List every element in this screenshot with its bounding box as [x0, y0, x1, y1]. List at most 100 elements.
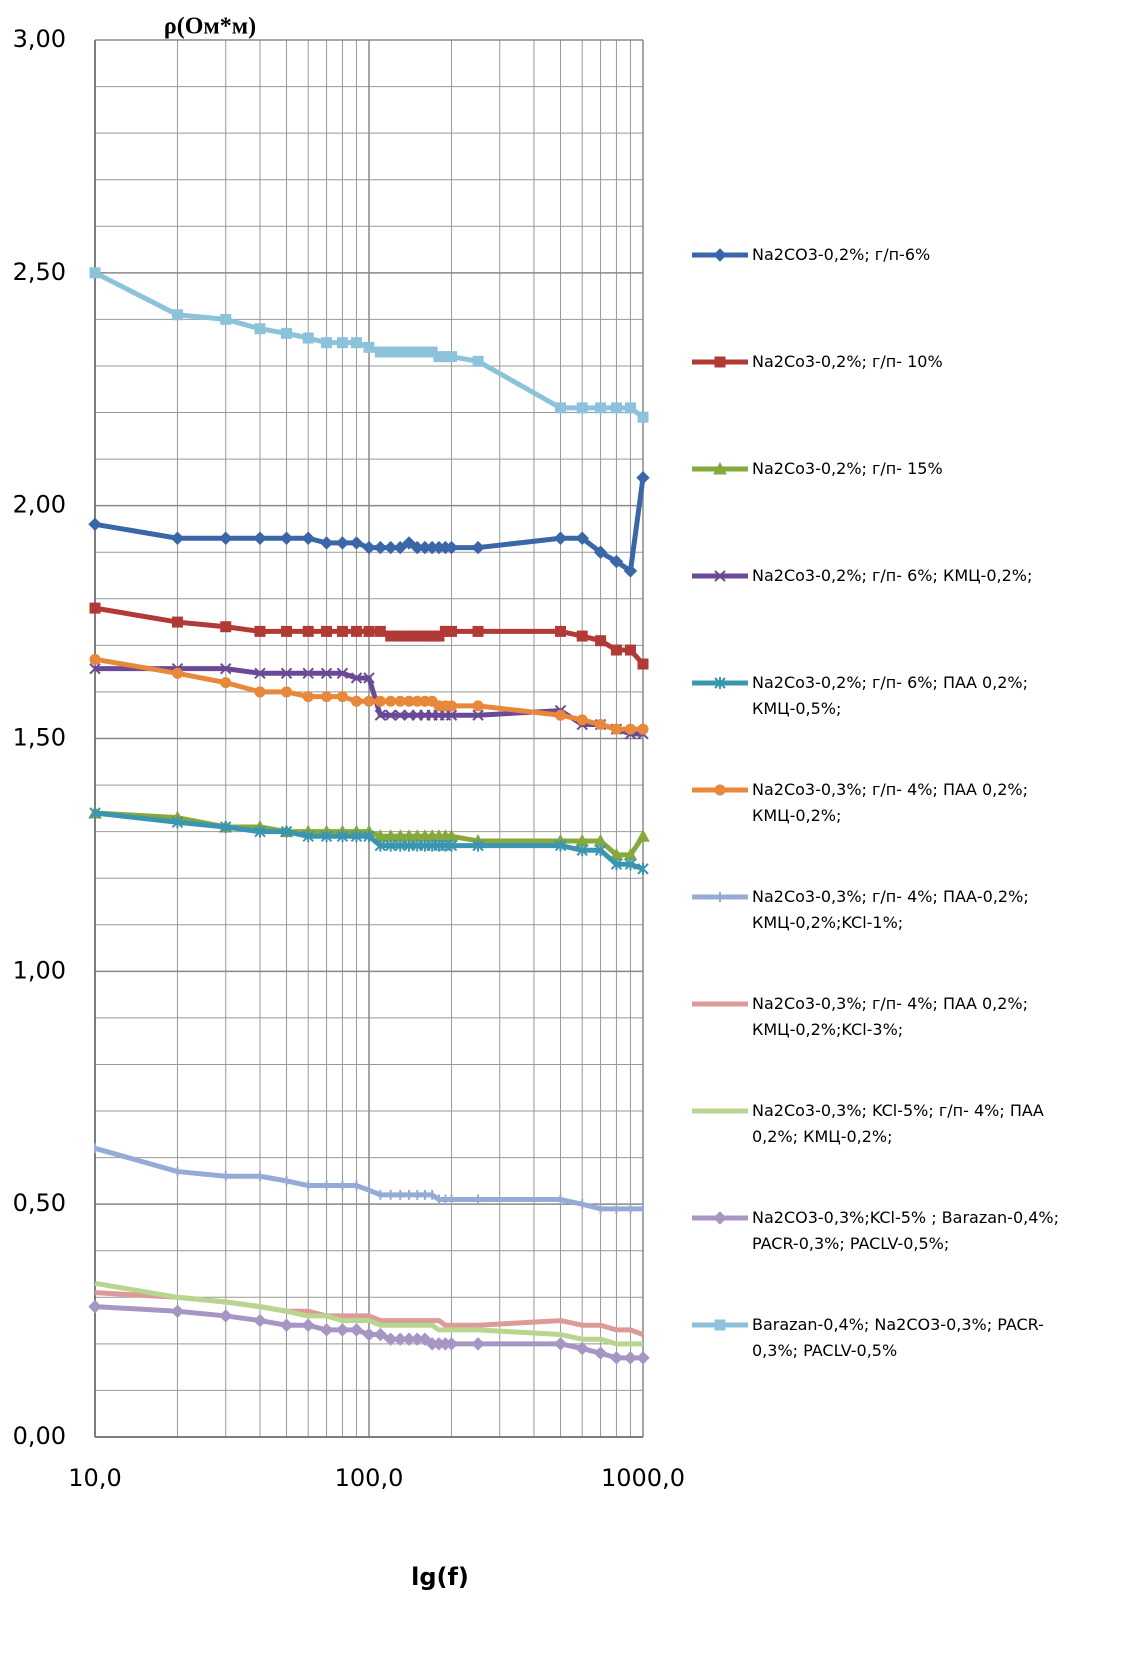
marker	[575, 1341, 589, 1356]
marker	[279, 531, 294, 545]
marker	[553, 531, 568, 545]
marker	[714, 356, 726, 368]
marker	[714, 677, 726, 689]
x-axis-title: lg(f)	[411, 1563, 469, 1591]
marker	[555, 709, 567, 721]
marker	[575, 531, 589, 545]
marker	[170, 531, 185, 545]
marker	[555, 625, 567, 637]
legend-label: Na2Co3-0,3%; г/п- 4%; ПАА 0,2%; КМЦ-0,2%…	[752, 780, 1029, 825]
marker	[170, 1304, 185, 1318]
legend-label: Na2Co3-0,2%; г/п- 6%; КМЦ-0,2%;	[752, 566, 1033, 585]
marker	[89, 602, 101, 614]
marker	[374, 695, 386, 707]
marker	[624, 402, 636, 414]
marker	[350, 672, 363, 684]
marker	[335, 1323, 350, 1337]
legend-label: Na2Co3-0,3%; г/п- 4%; ПАА-0,2%; КМЦ-0,2%…	[752, 887, 1029, 932]
legend-swatch	[692, 1211, 748, 1225]
legend-swatch	[692, 248, 748, 262]
y-tick-label: 1,50	[13, 724, 66, 752]
marker	[336, 337, 348, 349]
marker	[254, 667, 266, 680]
marker	[714, 1319, 726, 1331]
marker	[374, 709, 387, 721]
marker	[384, 709, 397, 721]
marker	[472, 709, 484, 721]
grid	[94, 39, 644, 1438]
marker	[89, 807, 101, 820]
marker	[624, 858, 637, 871]
marker	[444, 540, 459, 555]
legend-swatch	[692, 677, 748, 689]
marker	[254, 625, 266, 637]
marker	[624, 723, 636, 735]
marker	[336, 667, 349, 680]
series	[89, 267, 649, 423]
marker	[553, 1337, 568, 1351]
marker	[350, 695, 362, 707]
marker	[171, 667, 183, 679]
marker	[713, 461, 727, 475]
legend-label: Barazan-0,4%; Na2CO3-0,3%; PACR-0,3%; PA…	[752, 1315, 1044, 1360]
marker	[302, 830, 314, 843]
marker	[595, 402, 607, 414]
marker	[336, 625, 348, 637]
marker	[219, 1309, 233, 1323]
marker	[88, 517, 102, 532]
marker	[321, 337, 333, 349]
marker	[594, 844, 607, 857]
marker	[383, 1332, 398, 1346]
marker	[281, 686, 293, 698]
x-tick-label: 10,0	[68, 1464, 121, 1492]
marker	[610, 402, 622, 414]
y-tick-label: 2,50	[13, 258, 66, 286]
series	[88, 471, 650, 578]
marker	[394, 839, 406, 852]
marker	[637, 862, 649, 875]
marker	[472, 700, 484, 712]
marker	[349, 1323, 364, 1337]
legend-label: Na2Co3-0,3%; г/п- 4%; ПАА 0,2%; КМЦ-0,2%…	[752, 994, 1029, 1039]
marker	[445, 351, 457, 363]
series	[89, 602, 649, 670]
marker	[624, 644, 636, 656]
marker	[362, 540, 376, 555]
legend-swatch	[692, 892, 748, 902]
marker	[302, 625, 314, 637]
marker	[279, 1318, 294, 1332]
series	[94, 1143, 644, 1214]
legend-swatch	[692, 1319, 748, 1331]
marker	[610, 858, 623, 871]
marker	[301, 1318, 315, 1332]
legend-label: Na2CO3-0,3%;KCl-5% ; Barazan-0,4%; PACR-…	[752, 1208, 1059, 1253]
marker	[220, 621, 232, 633]
marker	[336, 830, 349, 843]
marker	[593, 1346, 608, 1360]
series-line	[94, 1280, 643, 1347]
marker	[554, 839, 567, 852]
marker	[254, 825, 266, 838]
marker	[593, 545, 608, 559]
series	[89, 807, 649, 875]
marker	[385, 630, 397, 642]
marker	[321, 691, 333, 703]
legend-label: Na2Co3-0,2%; г/п- 10%	[752, 352, 943, 371]
legend-label: Na2Co3-0,2%; г/п- 6%; ПАА 0,2%; КМЦ-0,5%…	[752, 673, 1029, 718]
legend-swatch	[692, 356, 748, 368]
y-tick-label: 1,00	[13, 956, 66, 984]
marker	[576, 714, 588, 726]
marker	[374, 346, 386, 358]
marker	[320, 830, 333, 843]
marker	[713, 248, 727, 262]
legend-swatch	[692, 784, 748, 796]
chart-title: ρ(Ом*м)	[164, 14, 256, 40]
marker	[89, 267, 101, 279]
legend-label: Na2CO3-0,2%; г/п-6%	[752, 245, 931, 264]
marker	[555, 402, 567, 414]
marker	[471, 540, 485, 555]
marker	[623, 564, 638, 578]
marker	[576, 630, 588, 642]
marker	[393, 540, 407, 555]
